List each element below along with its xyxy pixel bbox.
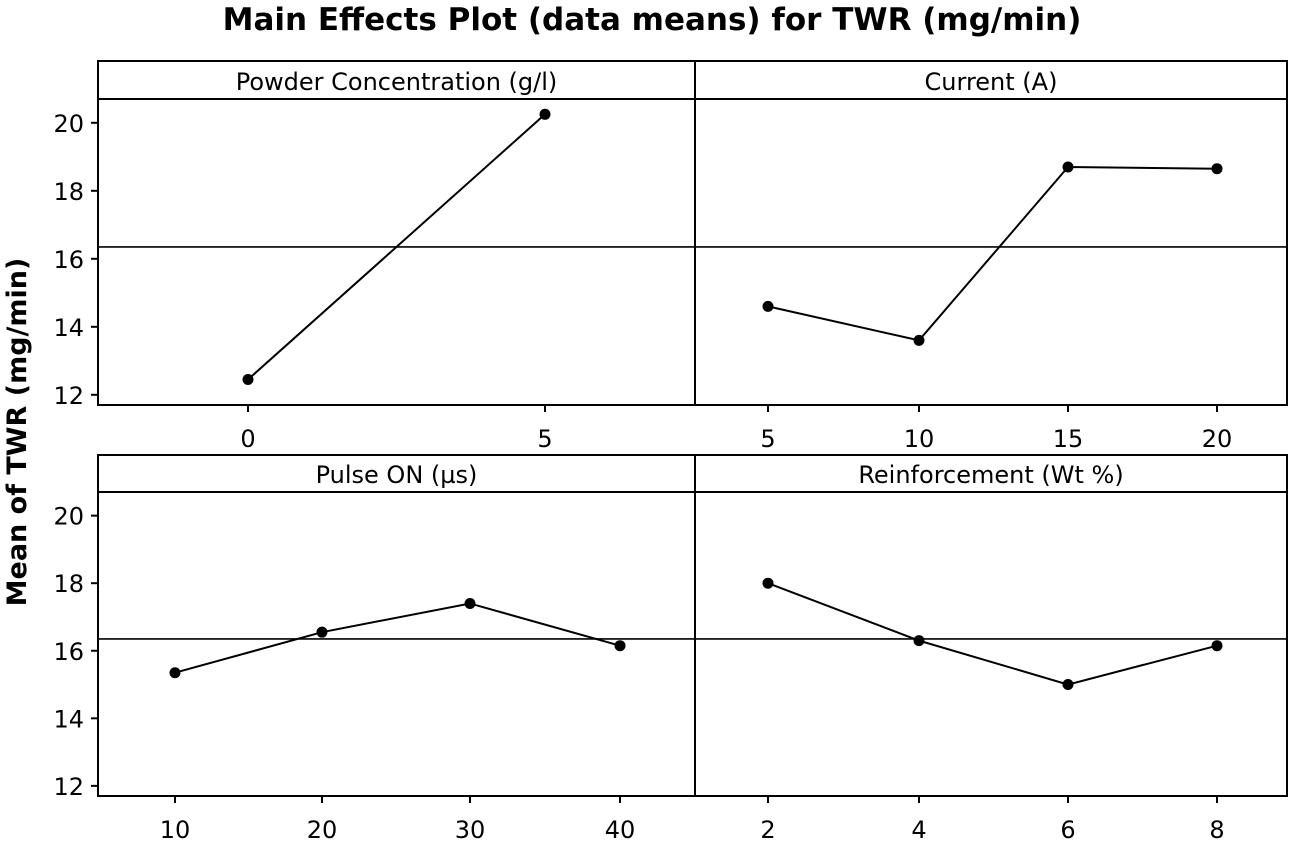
panel-4-x-tick-label: 6 — [1060, 816, 1075, 842]
panel-1-x-tick-label: 0 — [240, 425, 255, 453]
y-tick-label: 14 — [53, 314, 84, 342]
panel-3-x-tick-label: 20 — [307, 816, 338, 842]
panel-4-x-tick-label: 8 — [1209, 816, 1224, 842]
panel-4: Reinforcement (Wt %) 2 4 6 8 — [694, 454, 1288, 842]
panel-2: Current (A) 5 10 15 20 — [694, 60, 1288, 453]
panel-3-data-point — [614, 640, 626, 652]
panel-4-data-point — [762, 577, 774, 589]
panel-4-x-tick-label: 2 — [760, 816, 775, 842]
panel-2-x-tick-label: 15 — [1053, 425, 1084, 453]
panel-1-x-tick-label: 5 — [537, 425, 552, 453]
panel-2-data-point — [913, 334, 925, 346]
panel-4-data-point — [1211, 640, 1223, 652]
panel-3-x-tick-label: 30 — [455, 816, 486, 842]
panel-2-frame — [694, 60, 1288, 406]
panel-1-data-point — [539, 108, 551, 120]
y-tick-label: 14 — [53, 705, 84, 733]
y-tick-label: 20 — [53, 503, 84, 531]
y-tick-label: 12 — [53, 382, 84, 410]
panel-1-frame — [97, 60, 696, 406]
panel-1-factor-label: Powder Concentration (g/l) — [236, 68, 558, 96]
panel-4-frame — [694, 454, 1288, 797]
panel-3-x-tick-label: 40 — [605, 816, 636, 842]
panel-2-data-point — [762, 300, 774, 312]
panel-3-frame — [97, 454, 696, 797]
panel-1-mean-line — [247, 113, 546, 381]
chart-title: Main Effects Plot (data means) for TWR (… — [223, 2, 1082, 38]
panel-1: Powder Concentration (g/l) 12 14 16 18 20 0 5 — [53, 60, 696, 453]
panel-4-x-tick-label: 4 — [911, 816, 926, 842]
panel-3-data-point — [169, 667, 181, 679]
panel-4-data-point — [1062, 679, 1074, 691]
panel-2-factor-label: Current (A) — [925, 68, 1058, 96]
panel-3-x-tick-label: 10 — [160, 816, 191, 842]
panel-3-mean-line — [174, 602, 621, 674]
y-tick-label: 16 — [53, 246, 84, 274]
panel-2-mean-line — [767, 165, 1218, 342]
panel-4-mean-line — [767, 582, 1218, 686]
panel-4-data-point — [913, 635, 925, 647]
y-tick-label: 16 — [53, 638, 84, 666]
y-tick-label: 18 — [53, 570, 84, 598]
panel-3-data-point — [464, 597, 476, 609]
panel-2-data-point — [1062, 161, 1074, 173]
panel-2-x-tick-label: 20 — [1202, 425, 1233, 453]
panel-4-factor-label: Reinforcement (Wt %) — [858, 461, 1123, 489]
y-axis-label: Mean of TWR (mg/min) — [2, 258, 33, 607]
y-tick-label: 12 — [53, 773, 84, 801]
y-tick-label: 20 — [53, 110, 84, 138]
y-tick-label: 18 — [53, 178, 84, 206]
panel-3-factor-label: Pulse ON (µs) — [316, 461, 478, 489]
panel-2-x-tick-label: 5 — [760, 425, 775, 453]
panel-1-data-point — [242, 374, 254, 385]
panel-2-data-point — [1211, 163, 1223, 175]
panel-3-data-point — [316, 626, 328, 638]
panel-2-x-tick-label: 10 — [904, 425, 935, 453]
panel-3: Pulse ON (µs) 12 14 16 18 20 10 20 30 40 — [53, 454, 696, 842]
